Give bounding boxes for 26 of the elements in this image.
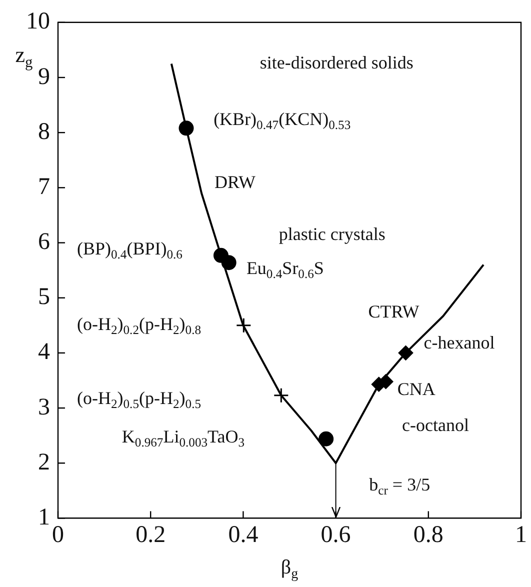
annotation: plastic crystals xyxy=(278,224,386,244)
y-tick-label: 8 xyxy=(38,118,50,145)
annotation: c-hexanol xyxy=(424,332,495,352)
annotation: CNA xyxy=(397,379,436,400)
x-tick-label: 0 xyxy=(52,522,64,548)
y-tick-label: 10 xyxy=(26,8,50,35)
x-tick-label: 0.8 xyxy=(413,522,444,548)
y-tick-label: 7 xyxy=(38,174,50,200)
annotation: CTRW xyxy=(368,301,420,322)
y-tick-label: 1 xyxy=(38,504,50,530)
y-tick-label: 9 xyxy=(38,64,50,90)
y-tick-label: 2 xyxy=(38,449,50,476)
y-tick-label: 5 xyxy=(38,284,50,310)
x-tick-label: 0.6 xyxy=(320,522,351,548)
point xyxy=(318,431,334,446)
x-tick-label: 1 xyxy=(515,522,527,548)
y-tick-label: 4 xyxy=(38,339,50,366)
x-tick-label: 0.4 xyxy=(228,522,258,548)
annotation: site-disordered solids xyxy=(260,52,414,72)
point xyxy=(273,388,289,404)
x-tick-label: 0.2 xyxy=(136,522,166,548)
annotation: c-octanol xyxy=(402,414,469,435)
annotation: DRW xyxy=(214,172,256,192)
y-tick-label: 6 xyxy=(38,229,50,256)
y-tick-label: 3 xyxy=(38,394,50,420)
point xyxy=(236,318,252,334)
